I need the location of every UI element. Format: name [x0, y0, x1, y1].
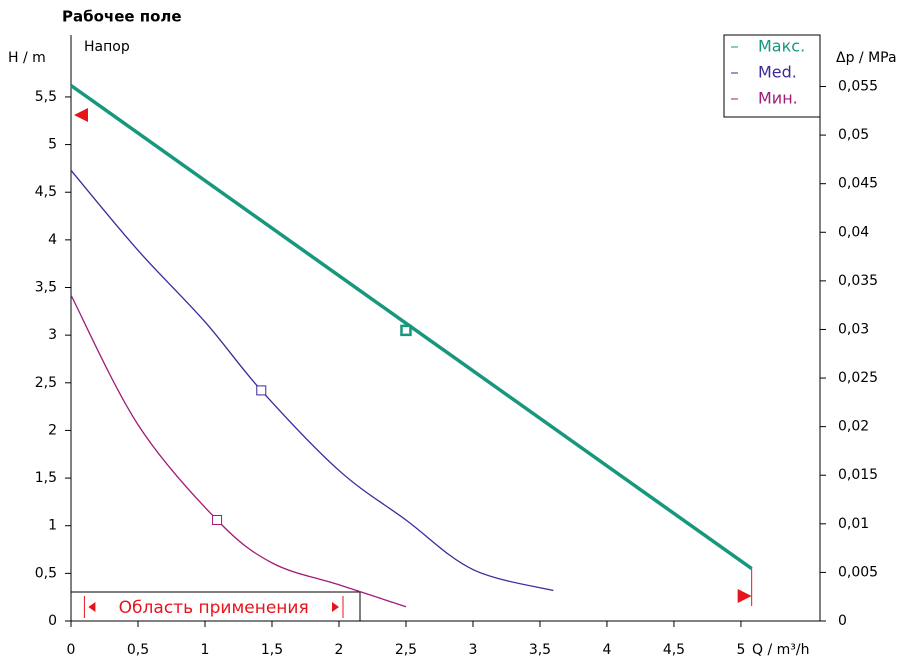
x-tick-label: 1 — [201, 642, 210, 658]
y-tick-label: 2,5 — [35, 375, 57, 391]
y2-tick-label: 0,05 — [838, 127, 869, 143]
y-tick-label: 1,5 — [35, 470, 57, 486]
y2-tick-label: 0,04 — [838, 224, 869, 240]
operating-point — [256, 385, 267, 396]
y2-tick-label: 0,03 — [838, 321, 869, 337]
x-axis-label: Q / m³/h — [752, 642, 809, 658]
x-tick-label: 3,5 — [529, 642, 551, 658]
x-tick-label: 2 — [335, 642, 344, 658]
y-tick-label: 0 — [48, 613, 57, 629]
h-max-marker — [74, 108, 88, 123]
operating-point — [212, 514, 223, 525]
y2-axis-label: Δp / MPa — [836, 50, 897, 66]
y2-tick-label: 0,035 — [838, 273, 878, 289]
y-tick-label: 1 — [48, 518, 57, 534]
legend-label: Мин. — [758, 89, 798, 108]
y-tick-label: 2 — [48, 422, 57, 438]
range-arrow — [88, 602, 96, 612]
y-tick-label: 4 — [48, 232, 57, 248]
x-tick-label: 4 — [602, 642, 611, 658]
q-max-marker — [737, 589, 752, 603]
operating-point — [400, 324, 412, 337]
range-box — [70, 591, 361, 622]
range-arrow — [331, 602, 339, 612]
y-tick-label: 4,5 — [35, 184, 57, 200]
legend — [723, 34, 821, 118]
x-tick-label: 0,5 — [127, 642, 149, 658]
y-tick-label: 0,5 — [35, 565, 57, 581]
x-tick-label: 1,5 — [261, 642, 283, 658]
y2-tick-label: 0,005 — [838, 564, 878, 580]
curve — [70, 169, 554, 592]
y-tick-label: 5,5 — [35, 89, 57, 105]
curve — [70, 294, 407, 608]
y2-tick-label: 0,055 — [838, 79, 878, 95]
x-tick-label: 0 — [67, 642, 76, 658]
x-tick-label: 4,5 — [663, 642, 685, 658]
annotation: Напор — [84, 39, 130, 55]
x-tick-label: 3 — [469, 642, 478, 658]
y-tick-label: 3 — [48, 327, 57, 343]
legend-label: Макс. — [758, 37, 805, 56]
y-tick-label: 5 — [48, 137, 57, 153]
x-tick-label: 2,5 — [395, 642, 417, 658]
legend-label: Med. — [758, 63, 797, 82]
chart-title: Рабочее поле — [62, 8, 182, 26]
y2-tick-label: 0,045 — [838, 176, 878, 192]
y2-tick-label: 0,02 — [838, 419, 869, 435]
y2-tick-label: 0,01 — [838, 516, 869, 532]
y2-tick-label: 0 — [838, 613, 847, 629]
y-axis-label: H / m — [8, 50, 46, 66]
x-tick-label: 5 — [736, 642, 745, 658]
y2-tick-label: 0,015 — [838, 467, 878, 483]
range-label: Область применения — [119, 598, 309, 618]
y-tick-label: 3,5 — [35, 280, 57, 296]
y2-tick-label: 0,025 — [838, 370, 878, 386]
